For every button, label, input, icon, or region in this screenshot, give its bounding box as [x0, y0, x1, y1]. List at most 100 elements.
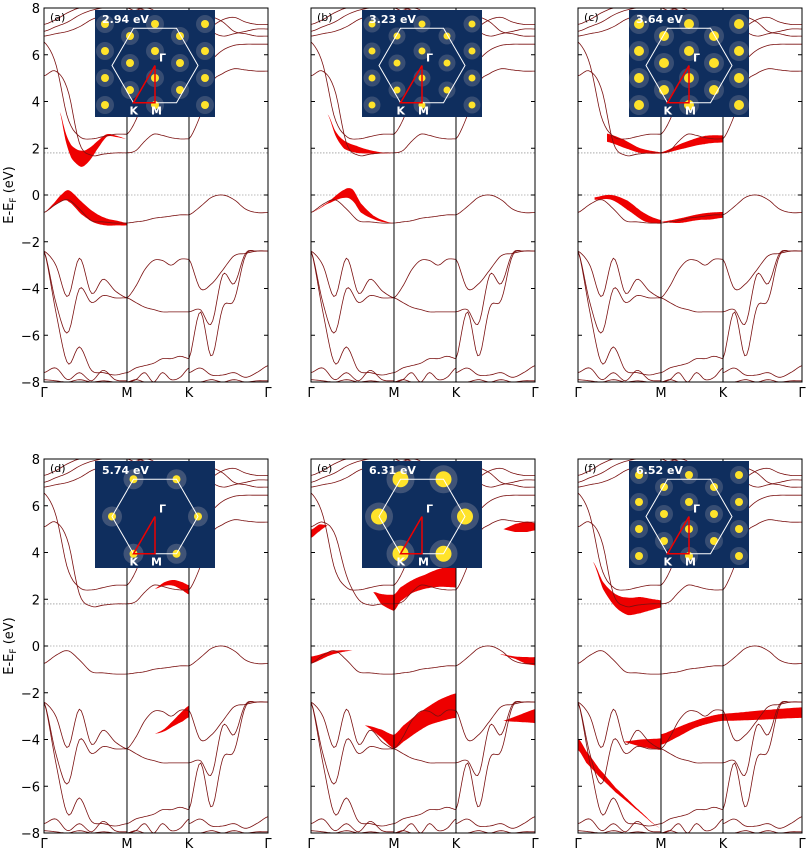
fatband-weight	[723, 707, 802, 721]
fatband-weight	[394, 566, 456, 611]
bz-inset: Γ K M 6.31 eV	[362, 461, 482, 569]
fatband-weight	[311, 650, 394, 664]
fatband-weight	[59, 112, 127, 167]
ytick-label: −2	[21, 236, 40, 251]
density-spot	[734, 73, 744, 83]
k-path	[399, 516, 423, 555]
fatband-weight	[373, 592, 394, 611]
fatband-weight	[394, 693, 456, 749]
k-path	[132, 65, 156, 104]
density-spot	[735, 552, 743, 560]
density-spot	[684, 46, 694, 56]
ytick-label: −4	[21, 283, 40, 298]
band-line	[311, 249, 535, 334]
band-line	[44, 379, 268, 382]
xtick-label: K	[185, 386, 194, 401]
band-line	[311, 250, 535, 376]
band-line	[578, 701, 802, 750]
density-spot	[368, 74, 376, 82]
k-path	[399, 65, 423, 104]
band-line	[311, 68, 535, 157]
density-spot	[710, 537, 718, 545]
bz-inset: Γ K M 2.94 eV	[95, 10, 215, 118]
ytick-label: −8	[21, 827, 40, 842]
high-symmetry-label: Γ	[693, 503, 700, 516]
band-line	[44, 68, 268, 157]
panel-label: (b)	[317, 11, 333, 24]
panel-label: (e)	[317, 462, 332, 475]
ytick-label: 0	[32, 189, 40, 204]
density-spot	[685, 471, 693, 479]
high-symmetry-label: K	[397, 105, 406, 118]
xtick-label: M	[121, 837, 132, 851]
fatband-weight	[311, 188, 394, 224]
high-symmetry-label: K	[397, 556, 406, 569]
band-line	[311, 700, 535, 785]
band-line	[311, 379, 535, 382]
brillouin-zone	[378, 478, 466, 555]
density-spot	[734, 19, 744, 29]
fatband-weight	[154, 580, 189, 595]
density-spot	[443, 86, 451, 94]
band-line	[44, 830, 268, 833]
band-line	[578, 830, 802, 833]
band-line	[44, 701, 268, 827]
high-symmetry-label: M	[685, 556, 696, 569]
density-spot	[659, 58, 669, 68]
energy-label: 5.74 eV	[102, 464, 149, 477]
density-spot	[151, 20, 159, 28]
density-spot	[151, 47, 159, 55]
density-spot	[634, 100, 644, 110]
density-spot	[368, 101, 376, 109]
bz-inset: Γ K M 5.74 eV	[95, 461, 215, 569]
high-symmetry-label: Γ	[426, 503, 433, 516]
fatband-weight	[364, 725, 394, 749]
band-line	[578, 194, 802, 224]
band-line	[311, 830, 535, 833]
xtick-label: Γ	[264, 386, 272, 401]
band-line	[578, 701, 802, 827]
density-spot	[635, 525, 643, 533]
high-symmetry-label: K	[130, 556, 139, 569]
density-spot	[201, 20, 209, 28]
band-panel: Γ M K Γ(b)ΓK M3.23 eV	[307, 7, 539, 401]
band-line	[578, 250, 802, 376]
density-spot	[176, 86, 184, 94]
density-spot	[684, 19, 694, 29]
band-line	[311, 645, 535, 675]
ytick-label: −4	[21, 734, 40, 749]
density-spot	[709, 58, 719, 68]
xtick-label: K	[719, 837, 728, 851]
brillouin-zone	[645, 27, 733, 104]
band-line	[578, 379, 802, 382]
ytick-label: 6	[32, 500, 40, 515]
xtick-label: K	[719, 386, 728, 401]
ytick-label: −8	[21, 376, 40, 391]
fatband-weight	[327, 114, 394, 154]
xtick-label: Γ	[264, 837, 272, 851]
band-line	[311, 701, 535, 750]
band-line	[311, 365, 535, 382]
brillouin-zone	[111, 478, 199, 555]
density-spot	[201, 47, 209, 55]
fatband-weight	[594, 194, 661, 224]
density-spot	[710, 510, 718, 518]
fatband-weight	[607, 133, 661, 154]
density-spot	[101, 101, 109, 109]
density-spot	[468, 74, 476, 82]
density-spot	[635, 498, 643, 506]
band-panel: Γ M K Γ(e)ΓK M6.31 eV	[307, 458, 539, 851]
fatband-weight	[44, 190, 127, 226]
high-symmetry-label: M	[685, 105, 696, 118]
xtick-label: K	[452, 837, 461, 851]
xtick-label: Γ	[798, 386, 806, 401]
density-spot	[101, 20, 109, 28]
ytick-label: −2	[21, 687, 40, 702]
density-spot	[126, 86, 134, 94]
density-spot	[734, 46, 744, 56]
density-spot	[201, 101, 209, 109]
band-line	[311, 250, 535, 299]
